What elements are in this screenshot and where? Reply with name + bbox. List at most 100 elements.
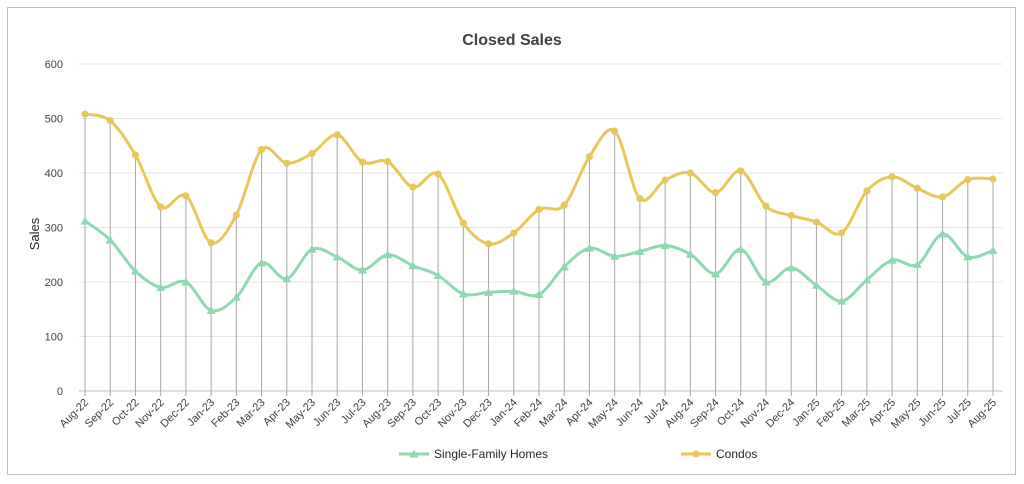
data-point-condos bbox=[711, 189, 720, 197]
data-point-single-family-homes bbox=[181, 277, 191, 286]
data-point-single-family-homes bbox=[711, 269, 721, 278]
data-point-condos bbox=[686, 169, 694, 177]
data-point-condos bbox=[232, 211, 240, 219]
data-point-single-family-homes bbox=[811, 280, 821, 289]
data-point-condos bbox=[308, 149, 316, 157]
data-point-condos bbox=[964, 175, 972, 184]
closed-sales-line-chart: Closed Sales Sales 0 100 200 300 400 500 600 A… bbox=[27, 32, 1003, 461]
data-point-single-family-homes bbox=[433, 270, 443, 279]
data-point-condos bbox=[535, 205, 543, 214]
data-point-condos bbox=[812, 218, 821, 226]
y-axis-ticks: 0 100 200 300 400 500 600 bbox=[45, 59, 63, 398]
data-point-condos bbox=[384, 157, 392, 166]
data-point-condos bbox=[106, 117, 114, 125]
x-tick-label: Mar-25 bbox=[840, 397, 873, 430]
data-point-condos bbox=[333, 131, 341, 139]
data-point-single-family-homes bbox=[610, 251, 620, 260]
data-point-single-family-homes bbox=[105, 235, 115, 244]
data-point-condos bbox=[560, 201, 568, 209]
data-point-condos bbox=[182, 192, 190, 200]
y-tick-label: 500 bbox=[45, 114, 63, 126]
data-point-condos bbox=[81, 110, 89, 118]
data-point-condos bbox=[989, 175, 997, 183]
x-tick-label: Mar-24 bbox=[537, 397, 570, 430]
data-point-condos bbox=[737, 167, 745, 175]
data-point-single-family-homes bbox=[862, 275, 872, 284]
drop-lines bbox=[84, 114, 994, 396]
legend-item: Single-Family Homes bbox=[399, 447, 548, 461]
series-condos bbox=[81, 110, 997, 248]
legend: Single-Family Homes Condos bbox=[399, 447, 757, 461]
data-point-single-family-homes bbox=[988, 245, 998, 254]
data-point-single-family-homes bbox=[206, 305, 216, 314]
series-single-family-homes bbox=[80, 216, 998, 314]
data-point-condos bbox=[611, 127, 619, 135]
data-point-condos bbox=[938, 193, 947, 201]
chart-frame: Closed Sales Sales 0 100 200 300 400 500 600 A… bbox=[7, 7, 1016, 475]
x-tick-label: Sep-22 bbox=[83, 397, 117, 431]
data-point-condos bbox=[409, 183, 417, 191]
data-point-single-family-homes bbox=[736, 244, 746, 253]
data-point-single-family-homes bbox=[887, 255, 897, 264]
data-point-single-family-homes bbox=[130, 266, 140, 275]
data-point-single-family-homes bbox=[484, 287, 494, 296]
data-point-single-family-homes bbox=[458, 289, 468, 298]
data-point-condos bbox=[257, 145, 266, 154]
data-point-condos bbox=[157, 203, 165, 211]
series-group bbox=[80, 110, 998, 314]
data-point-condos bbox=[585, 153, 594, 161]
y-tick-label: 100 bbox=[45, 332, 63, 344]
y-tick-label: 200 bbox=[45, 277, 63, 289]
data-point-condos bbox=[484, 240, 493, 248]
chart-title: Closed Sales bbox=[462, 32, 562, 49]
x-axis-ticks: Aug-22Sep-22Oct-22Nov-22Dec-22Jan-23Feb-… bbox=[58, 397, 1000, 431]
legend-item: Condos bbox=[681, 447, 757, 461]
data-point-condos bbox=[762, 202, 770, 210]
data-point-condos bbox=[207, 239, 215, 247]
x-tick-label: Sep-23 bbox=[385, 397, 419, 431]
data-point-single-family-homes bbox=[660, 240, 670, 249]
data-point-single-family-homes bbox=[963, 252, 973, 261]
x-tick-label: Sep-24 bbox=[688, 397, 722, 431]
data-point-single-family-homes bbox=[761, 277, 771, 286]
legend-label: Condos bbox=[716, 447, 757, 461]
data-point-single-family-homes bbox=[80, 216, 90, 225]
data-point-condos bbox=[888, 173, 896, 181]
x-tick-label: Dec-24 bbox=[764, 397, 798, 431]
data-point-single-family-homes bbox=[383, 250, 393, 259]
data-point-single-family-homes bbox=[156, 282, 166, 291]
data-point-single-family-homes bbox=[282, 274, 292, 283]
x-tick-label: Jun-25 bbox=[916, 397, 948, 429]
data-point-single-family-homes bbox=[584, 243, 594, 252]
legend-marker bbox=[409, 449, 419, 458]
data-point-condos bbox=[434, 170, 442, 178]
data-point-condos bbox=[636, 195, 644, 203]
y-axis-title: Sales bbox=[27, 217, 42, 250]
data-point-condos bbox=[131, 151, 140, 159]
x-tick-label: Mar-23 bbox=[235, 397, 268, 430]
x-tick-label: Dec-22 bbox=[158, 397, 192, 431]
data-point-single-family-homes bbox=[912, 260, 922, 269]
x-tick-label: Jun-24 bbox=[614, 397, 646, 429]
y-tick-label: 600 bbox=[45, 59, 63, 71]
data-point-condos bbox=[283, 159, 291, 167]
data-point-condos bbox=[459, 219, 467, 227]
gridlines bbox=[79, 63, 1003, 392]
data-point-single-family-homes bbox=[332, 252, 342, 261]
data-point-single-family-homes bbox=[231, 292, 241, 301]
legend-label: Single-Family Homes bbox=[434, 447, 548, 461]
data-point-condos bbox=[787, 211, 795, 220]
data-point-single-family-homes bbox=[837, 296, 847, 305]
y-tick-label: 0 bbox=[57, 386, 63, 398]
data-point-condos bbox=[863, 187, 871, 195]
x-tick-label: Aug-25 bbox=[966, 397, 1000, 431]
data-point-single-family-homes bbox=[635, 246, 645, 255]
y-tick-label: 300 bbox=[45, 223, 63, 235]
x-tick-label: Dec-23 bbox=[461, 397, 495, 431]
legend-marker bbox=[692, 450, 700, 458]
data-point-single-family-homes bbox=[786, 263, 796, 272]
y-tick-label: 400 bbox=[45, 168, 63, 180]
data-point-single-family-homes bbox=[357, 265, 367, 274]
data-point-single-family-homes bbox=[307, 244, 317, 253]
data-point-single-family-homes bbox=[685, 249, 695, 258]
